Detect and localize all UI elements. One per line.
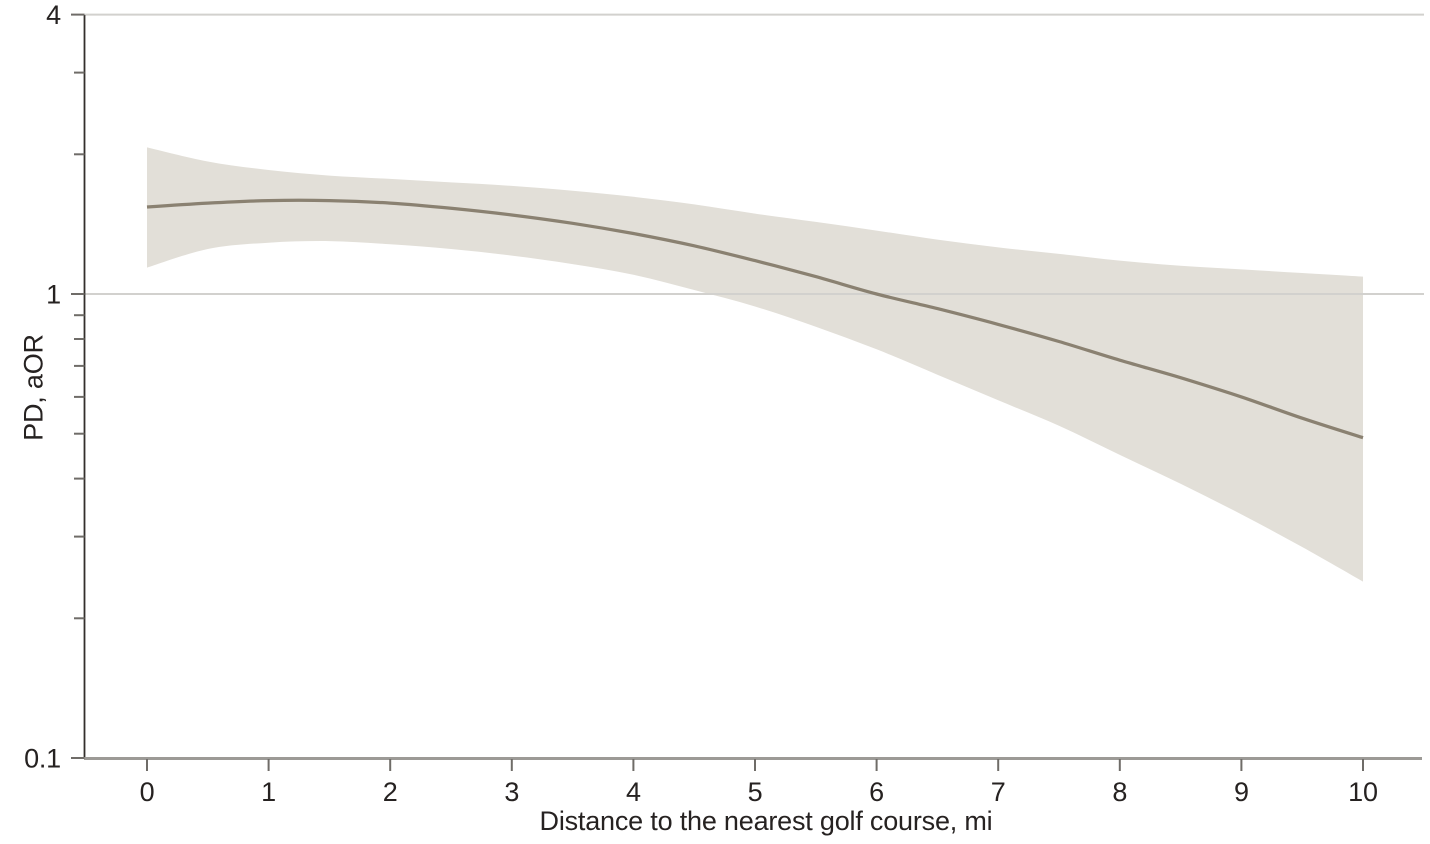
x-tick-label: 4 — [626, 777, 641, 807]
x-tick-label: 5 — [748, 777, 763, 807]
confidence-band — [147, 147, 1363, 582]
y-axis-title: PD, aOR — [18, 334, 49, 441]
x-tick-label: 1 — [261, 777, 276, 807]
x-tick-label: 6 — [869, 777, 884, 807]
x-axis-title: Distance to the nearest golf course, mi — [539, 806, 993, 836]
x-tick-label: 10 — [1348, 777, 1378, 807]
x-tick-label: 8 — [1112, 777, 1127, 807]
x-tick-label: 0 — [140, 777, 155, 807]
aor-curve — [146, 198, 1364, 440]
y-tick-label: 4 — [46, 0, 61, 30]
x-tick-label: 9 — [1234, 777, 1249, 807]
y-tick-label: 1 — [46, 280, 61, 310]
x-tick-label: 3 — [504, 777, 519, 807]
x-tick-label: 2 — [383, 777, 398, 807]
y-tick-label: 0.1 — [24, 744, 61, 774]
x-tick-label: 7 — [991, 777, 1006, 807]
